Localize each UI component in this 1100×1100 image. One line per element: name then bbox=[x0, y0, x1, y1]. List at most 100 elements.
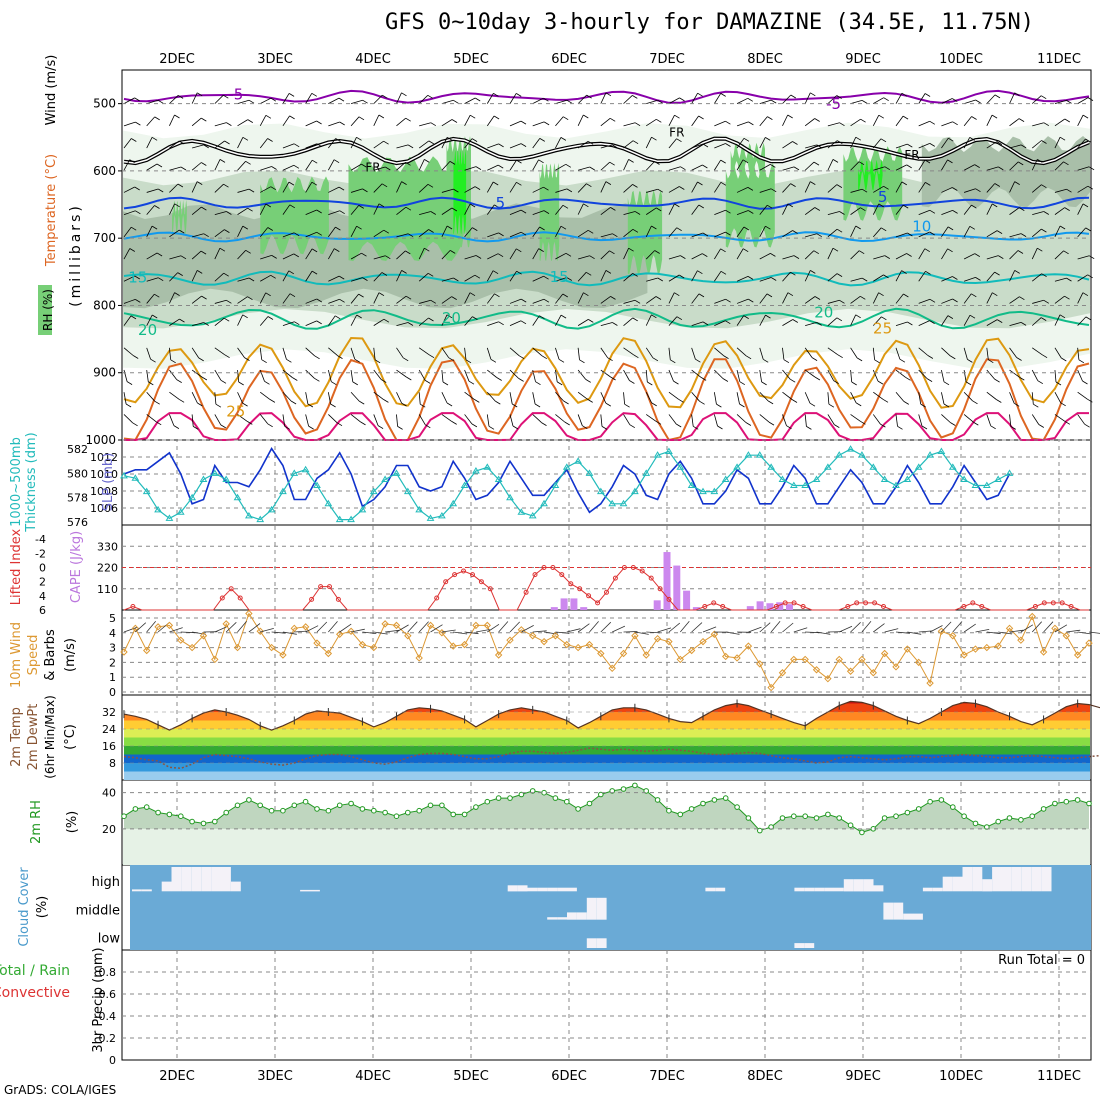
wind-barb bbox=[169, 203, 175, 215]
wind-barb bbox=[350, 188, 363, 193]
wind-barb bbox=[668, 292, 675, 304]
wind-barb bbox=[1032, 299, 1044, 304]
rh-marker bbox=[961, 813, 967, 820]
wind-barb-flag bbox=[903, 293, 909, 298]
rh-marker bbox=[189, 818, 195, 825]
wind-barb-flag bbox=[651, 402, 657, 407]
wind-barb-flag bbox=[516, 181, 522, 186]
wind-barb bbox=[532, 226, 540, 238]
wind-barb-flag bbox=[339, 210, 345, 215]
thickness-marker bbox=[358, 505, 367, 513]
run-total-label: Run Total = 0 bbox=[998, 953, 1085, 968]
wind-barb bbox=[895, 631, 910, 634]
wind-barb bbox=[214, 299, 227, 304]
wind-barb bbox=[441, 296, 452, 304]
wind-barb-flag bbox=[311, 181, 318, 186]
wind-barb bbox=[850, 347, 858, 359]
wind-barb bbox=[305, 369, 315, 379]
cloud-bar-high bbox=[843, 879, 854, 892]
contour-label: 20 bbox=[442, 309, 461, 327]
wind-barb-flag bbox=[203, 144, 209, 149]
wind-barb bbox=[1009, 233, 1022, 238]
wind-barb-flag bbox=[200, 250, 207, 255]
wind-barb bbox=[486, 204, 495, 215]
wind-barb-flag bbox=[678, 274, 685, 279]
thickness-marker bbox=[244, 511, 253, 519]
wind-barb-flag bbox=[131, 138, 137, 142]
wind-barb-flag bbox=[154, 205, 160, 209]
wind-barb-flag bbox=[269, 399, 276, 403]
rh-marker bbox=[416, 807, 423, 814]
wind-speed-marker bbox=[415, 654, 423, 662]
li-marker bbox=[854, 600, 860, 606]
wind-barb bbox=[475, 629, 490, 633]
wind-barb-flag bbox=[883, 185, 889, 190]
rh-marker bbox=[677, 811, 684, 818]
wind-barb bbox=[714, 369, 724, 379]
wind-barb bbox=[305, 347, 315, 357]
wind-barb bbox=[577, 114, 584, 127]
wind-barb-flag bbox=[245, 249, 251, 254]
wind-barb bbox=[827, 369, 834, 381]
wind-barb-flag bbox=[657, 188, 664, 193]
wind-barb bbox=[509, 159, 517, 171]
wind-barb bbox=[214, 183, 224, 193]
wind-barb-flag bbox=[969, 137, 975, 141]
temp-band bbox=[124, 729, 1090, 738]
wind-speed-marker bbox=[506, 636, 514, 644]
wind-barb bbox=[418, 347, 430, 356]
wind-barb bbox=[805, 233, 817, 238]
thickness-marker bbox=[460, 481, 469, 489]
rh-marker bbox=[757, 827, 763, 834]
wind-speed-marker bbox=[1062, 632, 1070, 640]
wind-barb bbox=[714, 120, 726, 127]
wind-barb bbox=[305, 270, 313, 282]
wind-barb-flag bbox=[563, 400, 569, 405]
wind-speed-marker bbox=[721, 652, 730, 661]
thickness-marker bbox=[256, 515, 265, 523]
wind-barb-flag bbox=[201, 376, 208, 381]
wind-barb bbox=[441, 414, 452, 422]
wind-barb-flag bbox=[356, 225, 362, 230]
wind-barb bbox=[782, 347, 785, 360]
rh-marker bbox=[711, 797, 718, 803]
cloud-bar-low bbox=[804, 943, 815, 948]
wind-barb bbox=[373, 255, 386, 260]
upper-ylabel-group: (millibars) bbox=[68, 203, 84, 307]
wind-barb-flag bbox=[383, 318, 390, 323]
wind-speed-marker bbox=[642, 651, 650, 659]
wind-barb bbox=[532, 347, 543, 357]
wind-barb-flag bbox=[1041, 140, 1047, 144]
wind-barb bbox=[509, 143, 522, 149]
wind-barb bbox=[759, 116, 768, 127]
wind-barb bbox=[645, 225, 652, 238]
wind-barb bbox=[418, 159, 425, 171]
wind-barb-flag bbox=[971, 116, 977, 120]
wind-barb bbox=[350, 116, 360, 127]
wind-barb bbox=[1054, 100, 1067, 105]
wind-barb-flag bbox=[1037, 247, 1043, 252]
wind-barb-flag bbox=[793, 255, 800, 259]
wind-barb bbox=[487, 623, 500, 633]
wind-barb-flag bbox=[1037, 159, 1043, 163]
wind-barb bbox=[373, 140, 384, 149]
wind-barb bbox=[736, 315, 745, 326]
wind-barb-flag bbox=[629, 380, 635, 384]
wind-barb bbox=[668, 274, 680, 282]
wind-barb bbox=[396, 624, 409, 633]
wind-barb bbox=[1043, 621, 1054, 633]
wind-barb-flag bbox=[453, 188, 459, 193]
wind-barb-flag bbox=[383, 140, 389, 145]
wind-barb bbox=[305, 320, 317, 327]
wind-barb bbox=[668, 316, 678, 326]
thickness-marker bbox=[222, 475, 231, 482]
wind-barb bbox=[509, 369, 519, 379]
wind-barb bbox=[146, 137, 153, 149]
rh-moist-cell bbox=[172, 199, 187, 235]
wind-speed-marker bbox=[1085, 639, 1093, 647]
wind-barb-flag bbox=[813, 161, 820, 166]
li-marker bbox=[863, 600, 869, 606]
wind-barb-flag bbox=[990, 425, 996, 430]
thickness-marker bbox=[653, 451, 662, 458]
wind-barb bbox=[566, 628, 581, 633]
